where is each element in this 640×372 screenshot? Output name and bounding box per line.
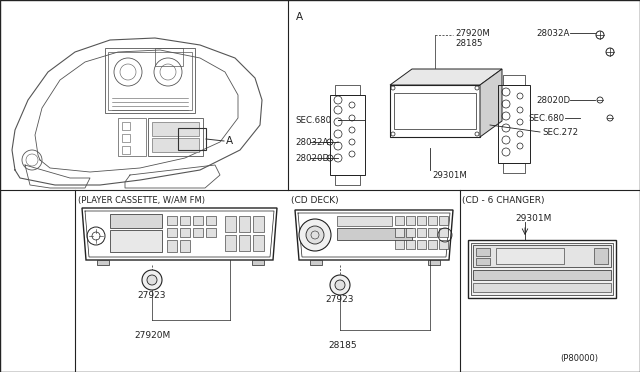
Bar xyxy=(394,93,476,129)
Bar xyxy=(428,216,437,225)
Bar xyxy=(406,228,415,237)
Circle shape xyxy=(306,226,324,244)
Polygon shape xyxy=(390,69,502,85)
Text: (PLAYER CASSETTE, W/AM FM): (PLAYER CASSETTE, W/AM FM) xyxy=(78,196,205,205)
Bar xyxy=(473,283,611,292)
Bar xyxy=(180,240,190,252)
Bar xyxy=(180,228,190,237)
Polygon shape xyxy=(295,210,453,260)
Text: (CD - 6 CHANGER): (CD - 6 CHANGER) xyxy=(462,196,545,205)
Bar xyxy=(97,260,109,265)
Bar xyxy=(167,216,177,225)
Bar xyxy=(253,216,264,232)
Bar xyxy=(476,258,490,265)
Circle shape xyxy=(330,275,350,295)
Bar xyxy=(406,240,415,249)
Text: 27923: 27923 xyxy=(325,295,353,305)
Bar xyxy=(118,118,146,156)
Text: 27923: 27923 xyxy=(137,292,166,301)
Text: (P80000): (P80000) xyxy=(560,353,598,362)
Bar xyxy=(310,260,322,265)
Bar xyxy=(122,122,130,130)
Bar xyxy=(473,245,611,267)
Bar xyxy=(148,118,203,156)
Bar xyxy=(105,48,195,113)
Text: 28032A: 28032A xyxy=(536,29,570,38)
Bar xyxy=(122,134,130,142)
Bar xyxy=(471,243,613,295)
Bar xyxy=(193,228,203,237)
Text: 27920M: 27920M xyxy=(455,29,490,38)
Bar xyxy=(335,175,360,185)
Bar xyxy=(253,235,264,251)
Text: SEC.680: SEC.680 xyxy=(529,113,565,122)
Bar xyxy=(395,216,404,225)
Bar xyxy=(498,85,530,163)
Bar xyxy=(417,240,426,249)
Bar xyxy=(155,48,183,66)
Circle shape xyxy=(335,280,345,290)
Bar xyxy=(395,240,404,249)
Bar xyxy=(473,270,611,280)
Bar xyxy=(439,228,448,237)
Bar xyxy=(225,235,236,251)
Bar xyxy=(337,216,392,226)
Bar xyxy=(439,240,448,249)
Bar xyxy=(417,228,426,237)
Bar xyxy=(152,138,199,152)
Circle shape xyxy=(299,219,331,251)
Bar xyxy=(468,240,616,298)
Text: 28020D: 28020D xyxy=(536,96,570,105)
Bar xyxy=(239,216,250,232)
Bar xyxy=(503,163,525,173)
Bar xyxy=(110,214,162,228)
Bar xyxy=(428,240,437,249)
Bar xyxy=(122,146,130,154)
Bar xyxy=(503,75,525,85)
Text: (CD DECK): (CD DECK) xyxy=(291,196,339,205)
Bar xyxy=(428,260,440,265)
Bar xyxy=(206,228,216,237)
Bar xyxy=(167,240,177,252)
Bar xyxy=(206,216,216,225)
Bar xyxy=(390,85,480,137)
Bar xyxy=(110,230,162,252)
Text: SEC.272: SEC.272 xyxy=(542,128,578,137)
Bar xyxy=(395,228,404,237)
Text: 28185: 28185 xyxy=(455,38,483,48)
Bar xyxy=(167,228,177,237)
Bar xyxy=(225,216,236,232)
Bar xyxy=(417,216,426,225)
Bar xyxy=(180,216,190,225)
Bar xyxy=(108,52,192,110)
Text: 27920M: 27920M xyxy=(134,330,170,340)
Text: 28185: 28185 xyxy=(328,340,356,350)
Text: SEC.680: SEC.680 xyxy=(295,115,331,125)
Text: 29301M: 29301M xyxy=(432,170,467,180)
Bar xyxy=(476,248,490,256)
Bar xyxy=(178,128,206,150)
Bar xyxy=(330,95,365,175)
Bar xyxy=(406,216,415,225)
Polygon shape xyxy=(480,69,502,137)
Bar xyxy=(335,85,360,95)
Bar xyxy=(252,260,264,265)
Circle shape xyxy=(142,270,162,290)
Circle shape xyxy=(147,275,157,285)
Bar xyxy=(594,248,608,264)
Polygon shape xyxy=(82,208,277,260)
Bar xyxy=(239,235,250,251)
Text: A: A xyxy=(296,12,303,22)
Text: 28032A: 28032A xyxy=(295,138,328,147)
Bar xyxy=(193,216,203,225)
Bar xyxy=(428,228,437,237)
Text: 29301M: 29301M xyxy=(515,214,552,222)
Bar xyxy=(152,122,199,136)
Bar xyxy=(337,228,412,240)
Bar xyxy=(496,248,564,264)
Text: A: A xyxy=(226,136,233,146)
Bar xyxy=(439,216,448,225)
Text: 28020D: 28020D xyxy=(295,154,329,163)
